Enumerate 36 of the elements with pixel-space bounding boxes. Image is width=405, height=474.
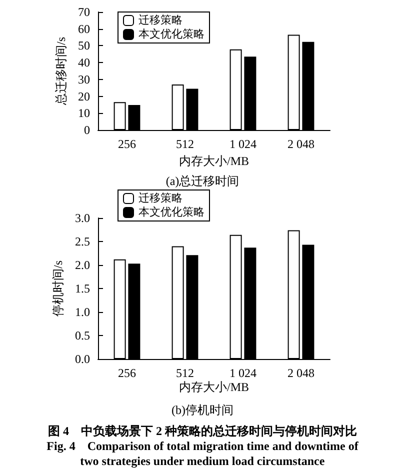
y-axis-title: 停机时间/s: [51, 260, 66, 317]
y-tick-label: 30: [78, 72, 90, 86]
x-axis-title: 内存大小/MB: [178, 380, 250, 394]
y-tick-label: 2.5: [75, 234, 90, 248]
caption: Fig. 4 Comparison of total migration time and downtime of: [46, 439, 360, 453]
y-tick-label: 1.0: [75, 305, 90, 319]
x-axis-title: 内存大小/MB: [178, 154, 250, 168]
legend-label: 本文优化策略: [138, 206, 204, 218]
y-axis-title: 总迁移时间/s: [54, 36, 68, 106]
caption: 图 4 中负载场景下 2 种策略的总迁移时间与停机时间对比: [48, 424, 357, 438]
text: two strategies under medium load circumstance: [80, 454, 326, 468]
legend-label: 本文优化策略: [138, 28, 204, 40]
y-tick-label: 40: [78, 56, 90, 70]
x-tick-label: 2 048: [288, 137, 314, 151]
y-tick-label: 50: [78, 38, 90, 53]
x-tick-label: 1 024: [230, 366, 256, 380]
y-tick-label: 10: [78, 106, 90, 120]
y-tick-label: 3.0: [75, 211, 90, 225]
y-tick-label: 60: [78, 22, 90, 36]
y-tick-label: 0.0: [75, 352, 90, 366]
y-tick-label: 20: [78, 89, 90, 104]
x-tick-label: 512: [176, 366, 194, 380]
x-tick-label: 256: [118, 366, 136, 380]
legend-label: 迁移策略: [138, 192, 182, 204]
y-tick-label: 0.5: [75, 328, 90, 342]
x-tick-label: 1 024: [230, 137, 256, 151]
y-tick-label: 70: [78, 5, 90, 19]
x-tick-label: 256: [118, 137, 136, 151]
text: (b)停机时间: [172, 403, 234, 417]
x-tick-label: 512: [176, 137, 194, 151]
y-tick-label: 1.5: [75, 282, 90, 296]
text: (a)总迁移时间: [166, 174, 240, 188]
legend-label: 迁移策略: [138, 14, 182, 26]
x-tick-label: 2 048: [288, 366, 314, 380]
y-tick-label: 2.0: [75, 258, 90, 272]
y-tick-label: 0: [84, 123, 90, 137]
